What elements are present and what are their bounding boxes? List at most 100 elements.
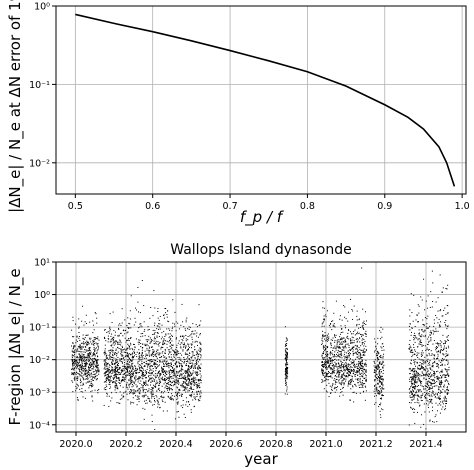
scatter-point <box>129 393 131 395</box>
scatter-point <box>418 343 420 345</box>
scatter-point <box>190 394 192 396</box>
scatter-point <box>425 367 427 369</box>
scatter-point <box>363 320 365 322</box>
scatter-point <box>432 366 434 368</box>
scatter-point <box>120 332 122 334</box>
scatter-point <box>105 374 107 376</box>
scatter-point <box>375 387 377 389</box>
scatter-point <box>161 396 163 398</box>
scatter-point <box>127 367 129 369</box>
top-chart-y-tick-label: 10⁻² <box>29 158 50 169</box>
scatter-point <box>441 341 443 343</box>
scatter-point <box>444 395 446 397</box>
scatter-point <box>359 348 361 350</box>
scatter-point <box>196 383 198 385</box>
scatter-point <box>360 354 362 356</box>
scatter-point <box>410 346 412 348</box>
scatter-point <box>152 392 154 394</box>
scatter-point <box>78 358 80 360</box>
scatter-point <box>140 366 142 368</box>
scatter-point <box>118 334 120 336</box>
scatter-point <box>94 389 96 391</box>
scatter-point <box>144 377 146 379</box>
scatter-point <box>377 390 379 392</box>
scatter-point <box>175 338 177 340</box>
scatter-point <box>80 357 82 359</box>
scatter-point <box>139 378 141 380</box>
scatter-point <box>134 378 136 380</box>
scatter-point <box>440 386 442 388</box>
scatter-point <box>427 374 429 376</box>
scatter-point <box>413 371 415 373</box>
scatter-point <box>97 367 99 369</box>
scatter-point <box>446 388 448 390</box>
scatter-point <box>126 367 128 369</box>
scatter-point <box>82 379 84 381</box>
scatter-point <box>148 328 150 330</box>
scatter-point <box>109 371 111 373</box>
scatter-point <box>170 396 172 398</box>
scatter-point <box>154 366 156 368</box>
scatter-point <box>169 342 171 344</box>
scatter-point <box>423 374 425 376</box>
scatter-point <box>432 282 434 284</box>
scatter-point <box>158 371 160 373</box>
scatter-point <box>200 380 202 381</box>
scatter-point <box>343 365 345 367</box>
scatter-point <box>146 354 148 356</box>
scatter-point <box>359 366 361 368</box>
scatter-point <box>76 387 78 389</box>
scatter-point <box>447 374 449 376</box>
bottom-chart-x-tick-label: 2020.8 <box>259 439 292 450</box>
scatter-point <box>445 400 447 402</box>
scatter-point <box>117 362 119 364</box>
scatter-point <box>181 395 183 397</box>
scatter-point <box>438 377 440 379</box>
scatter-point <box>71 369 73 371</box>
scatter-point <box>333 369 335 371</box>
scatter-point <box>200 349 202 351</box>
scatter-point <box>189 326 191 328</box>
scatter-point <box>408 325 410 327</box>
scatter-point <box>194 381 196 383</box>
scatter-point <box>419 405 421 407</box>
scatter-point <box>333 323 335 325</box>
scatter-point <box>439 398 441 400</box>
scatter-point <box>356 315 358 317</box>
scatter-point <box>328 375 330 377</box>
scatter-point <box>350 368 352 370</box>
scatter-point <box>110 341 112 343</box>
scatter-point <box>84 337 86 339</box>
scatter-point <box>322 336 324 338</box>
scatter-point <box>79 345 81 347</box>
scatter-point <box>333 312 335 314</box>
scatter-point <box>144 389 146 391</box>
scatter-point <box>84 360 86 362</box>
scatter-point <box>383 364 385 366</box>
scatter-point <box>85 369 87 371</box>
scatter-point <box>337 341 339 343</box>
scatter-point <box>95 364 97 366</box>
scatter-point <box>337 339 339 341</box>
scatter-point <box>126 355 128 357</box>
scatter-point <box>141 358 143 360</box>
scatter-point <box>434 371 436 373</box>
scatter-point <box>438 380 440 382</box>
scatter-point <box>126 385 128 387</box>
scatter-point <box>176 393 178 395</box>
scatter-point <box>414 370 416 372</box>
scatter-point <box>190 362 192 364</box>
scatter-point <box>441 401 443 403</box>
scatter-point <box>284 373 286 375</box>
scatter-point <box>97 389 99 391</box>
scatter-point <box>121 371 123 373</box>
scatter-point <box>433 325 435 327</box>
scatter-point <box>126 383 128 385</box>
scatter-point <box>168 337 170 339</box>
scatter-point <box>419 380 421 382</box>
scatter-point <box>150 384 152 386</box>
scatter-point <box>361 370 363 372</box>
scatter-point <box>341 366 343 368</box>
scatter-point <box>420 382 422 384</box>
scatter-point <box>143 418 145 420</box>
